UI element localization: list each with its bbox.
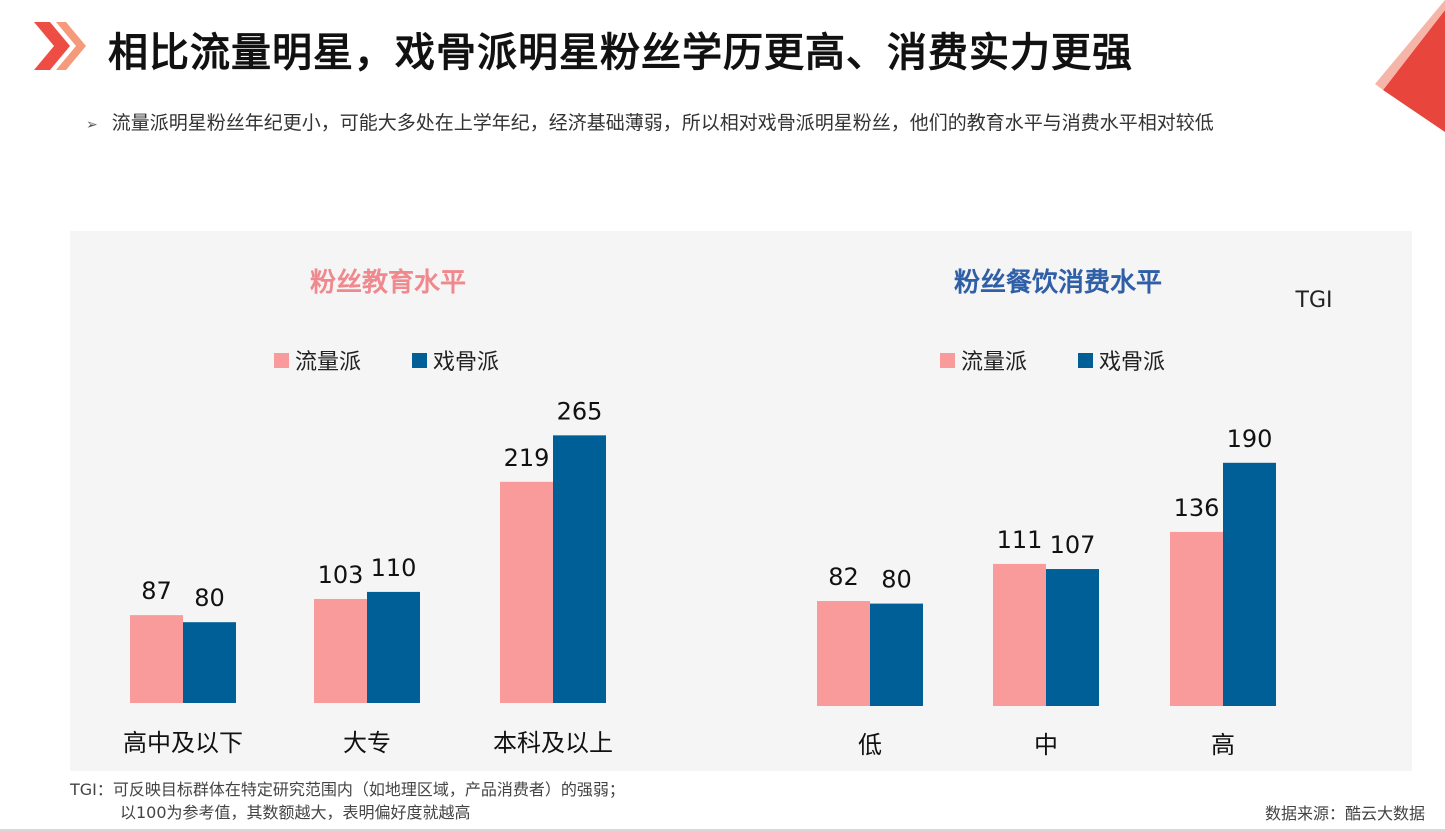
chart-title: 粉丝教育水平 <box>310 267 466 298</box>
data-label: 111 <box>997 526 1043 554</box>
legend-label: 戏骨派 <box>433 350 499 375</box>
data-label: 82 <box>828 563 859 591</box>
legend-swatch <box>940 353 955 368</box>
data-label: 265 <box>557 397 603 425</box>
data-label: 87 <box>141 577 172 605</box>
bar <box>817 601 870 706</box>
data-label: 219 <box>504 444 550 472</box>
legend-swatch <box>412 353 427 368</box>
data-label: 107 <box>1050 531 1096 559</box>
category-tick-label: 低 <box>858 731 882 759</box>
subtitle: ➢ 流量派明星粉丝年纪更小，可能大多处在上学年纪，经济基础薄弱，所以相对戏骨派明星… <box>86 108 1214 135</box>
legend-label: 流量派 <box>961 350 1027 375</box>
subtitle-text: 流量派明星粉丝年纪更小，可能大多处在上学年纪，经济基础薄弱，所以相对戏骨派明星粉… <box>111 112 1214 134</box>
data-label: 136 <box>1174 494 1220 522</box>
bar <box>130 615 183 703</box>
legend-swatch <box>1078 353 1093 368</box>
bottom-divider <box>0 829 1445 831</box>
bar <box>1170 531 1223 706</box>
footnote-line-1: TGI：可反映目标群体在特定研究范围内（如地理区域，产品消费者）的强弱； <box>70 780 625 799</box>
chart-title: 粉丝餐饮消费水平 <box>954 268 1162 298</box>
data-source: 数据来源：酷云大数据 <box>1264 804 1425 823</box>
chevron-right-icon <box>34 22 86 70</box>
category-tick-label: 中 <box>1034 731 1058 759</box>
data-label: 80 <box>194 584 225 612</box>
corner-decoration <box>1375 0 1445 132</box>
bar <box>500 481 553 703</box>
category-tick-label: 高中及以下 <box>123 729 243 757</box>
page-title: 相比流量明星，戏骨派明星粉丝学历更高、消费实力更强 <box>108 30 1133 76</box>
arrow-bullet-icon: ➢ <box>86 117 98 133</box>
category-tick-label: 本科及以上 <box>493 729 613 757</box>
data-label: 80 <box>881 566 912 594</box>
legend-swatch <box>274 353 289 368</box>
bar <box>314 598 367 703</box>
data-label: 103 <box>318 561 364 589</box>
legend-label: 戏骨派 <box>1099 350 1165 375</box>
category-tick-label: 大专 <box>343 729 391 757</box>
unit-label: TGI <box>1295 288 1333 313</box>
data-label: 190 <box>1227 425 1273 453</box>
bar <box>1046 569 1099 706</box>
bar <box>1223 462 1276 706</box>
footnote-line-2: 以100为参考值，其数额越大，表明偏好度就越高 <box>120 803 471 822</box>
category-tick-label: 高 <box>1211 731 1235 759</box>
bar <box>553 435 606 703</box>
bar <box>183 622 236 703</box>
bar <box>993 563 1046 706</box>
data-label: 110 <box>371 554 417 582</box>
chart-panel: 粉丝教育水平流量派 戏骨派 87 80 高中及以下 103 110 大专 219 265 本科及以上… <box>70 231 1412 771</box>
bar <box>870 603 923 706</box>
bar <box>367 591 420 703</box>
legend-label: 流量派 <box>295 350 361 375</box>
footnote: TGI：可反映目标群体在特定研究范围内（如地理区域，产品消费者）的强弱； 以10… <box>70 778 625 824</box>
